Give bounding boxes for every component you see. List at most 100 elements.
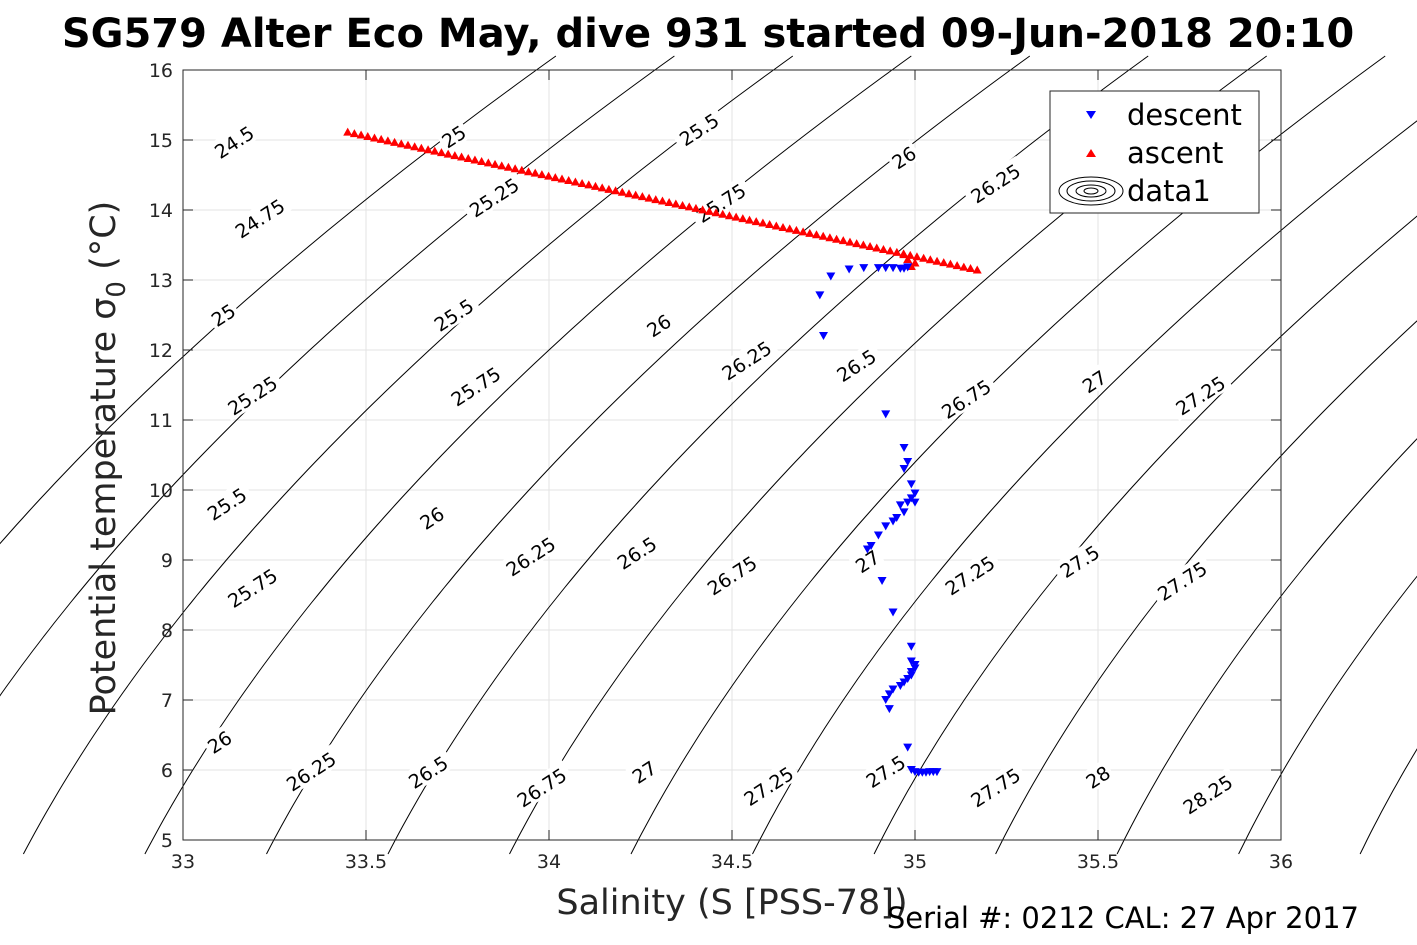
legend-data1-label: data1 xyxy=(1127,174,1211,208)
ascent-point xyxy=(436,148,446,157)
ascent-point xyxy=(912,252,922,261)
contour-label: 25.75 xyxy=(442,359,508,413)
descent-point xyxy=(826,272,836,281)
ascent-point xyxy=(570,177,580,186)
ascent-point xyxy=(885,246,895,255)
contour-label: 26.5 xyxy=(828,341,884,388)
contour-label-background xyxy=(936,548,1002,602)
ascent-point xyxy=(724,211,734,220)
contour-label-background xyxy=(425,290,482,338)
ascent-point xyxy=(517,165,527,174)
contour-label-text: 27 xyxy=(1079,367,1111,399)
contour-label: 27.5 xyxy=(1051,537,1107,584)
descent-point xyxy=(899,508,909,517)
contour-label: 26.25 xyxy=(277,744,344,798)
contour-label-text: 26.25 xyxy=(718,337,776,385)
descent-point xyxy=(903,498,913,507)
contour-label-background xyxy=(608,528,665,576)
contour-label: 28 xyxy=(1079,759,1116,794)
descent-point xyxy=(862,545,872,554)
descent-point xyxy=(844,265,854,274)
descent-point xyxy=(873,264,883,273)
descent-point xyxy=(881,264,891,273)
y-axis-label-unit: (°C) xyxy=(84,201,124,281)
contour-label-text: 25 xyxy=(438,122,470,154)
contour-label: 25.75 xyxy=(219,560,285,614)
ascent-point xyxy=(611,186,621,195)
ascent-point xyxy=(972,265,982,274)
contour-label-text: 25 xyxy=(208,300,240,332)
descent-point xyxy=(881,410,891,419)
ascent-point xyxy=(731,212,741,221)
contour-label-background xyxy=(198,479,255,527)
ascent-point xyxy=(811,230,821,239)
contour-line xyxy=(1238,575,1417,855)
contour-label-background xyxy=(1075,363,1112,398)
y-axis-label-sigma: σ xyxy=(84,298,124,320)
ascent-point xyxy=(651,195,661,204)
ascent-point xyxy=(590,181,600,190)
ascent-point xyxy=(718,209,728,218)
ascent-point xyxy=(423,145,433,154)
contour-line xyxy=(1116,438,1417,855)
contour-label-background xyxy=(828,341,884,388)
contour-label: 26.5 xyxy=(399,747,456,795)
ascent-point xyxy=(758,218,768,227)
contour-label-text: 26.25 xyxy=(967,160,1025,208)
contour-label-text: 26.25 xyxy=(283,748,341,796)
descent-point xyxy=(895,682,905,690)
ascent-point xyxy=(832,234,842,243)
contour-label-background xyxy=(962,760,1028,814)
ascent-point xyxy=(878,244,888,253)
legend-descent-marker xyxy=(1086,111,1096,119)
y-axis-ticks: 5 6 7 8 9 10 11 12 13 14 15 16 xyxy=(149,60,1281,852)
x-tick-label: 36 xyxy=(1269,851,1293,873)
descent-point xyxy=(884,690,894,699)
contour-line xyxy=(752,120,1417,855)
contour-label-text: 27.75 xyxy=(1154,558,1212,606)
ascent-point xyxy=(356,130,366,139)
contour-label-background xyxy=(670,105,727,153)
descent-point xyxy=(815,291,825,300)
ascent-point xyxy=(959,262,969,271)
descent-point xyxy=(888,264,898,273)
ascent-point xyxy=(932,256,942,265)
ascent-point xyxy=(818,231,828,240)
ascent-point xyxy=(503,162,513,171)
x-axis-ticks: 33 33.5 34 34.5 35 35.5 36 xyxy=(171,70,1293,873)
descent-point xyxy=(906,494,916,503)
ascent-point xyxy=(537,170,547,179)
contour-label-background xyxy=(857,747,913,794)
ascent-point xyxy=(617,187,627,196)
legend-ascent-marker xyxy=(1086,149,1096,157)
x-tick-label: 35.5 xyxy=(1077,851,1119,873)
descent-point xyxy=(910,498,920,507)
contour-label: 26 xyxy=(413,500,450,535)
contour-label-background xyxy=(1079,759,1116,794)
x-tick-label: 33.5 xyxy=(345,851,387,873)
ascent-point xyxy=(825,233,835,242)
contour-line xyxy=(995,320,1417,855)
contour-label: 27 xyxy=(625,754,662,789)
ascent-point xyxy=(557,174,567,183)
contour-label-background xyxy=(204,297,241,332)
descent-point xyxy=(903,743,913,752)
contour-label-text: 27.25 xyxy=(942,552,1000,600)
contour-label: 27.25 xyxy=(735,758,801,812)
ascent-point xyxy=(463,154,473,163)
contour-label-background xyxy=(497,529,563,583)
contour-label-background xyxy=(435,118,472,153)
ascent-point xyxy=(684,202,694,211)
contour-label-background xyxy=(200,724,238,759)
contour-label-background xyxy=(625,754,662,789)
contour-label-background xyxy=(1174,767,1240,821)
contour-label: 27.75 xyxy=(1149,553,1215,607)
contour-label-background xyxy=(713,333,779,387)
contour-label: 25.5 xyxy=(198,479,255,527)
ascent-point xyxy=(899,250,909,259)
ascent-point xyxy=(416,143,426,152)
contour-line xyxy=(0,55,557,545)
contour-line xyxy=(22,55,794,855)
x-tick-label: 34 xyxy=(537,851,561,873)
ascent-point xyxy=(910,258,920,267)
